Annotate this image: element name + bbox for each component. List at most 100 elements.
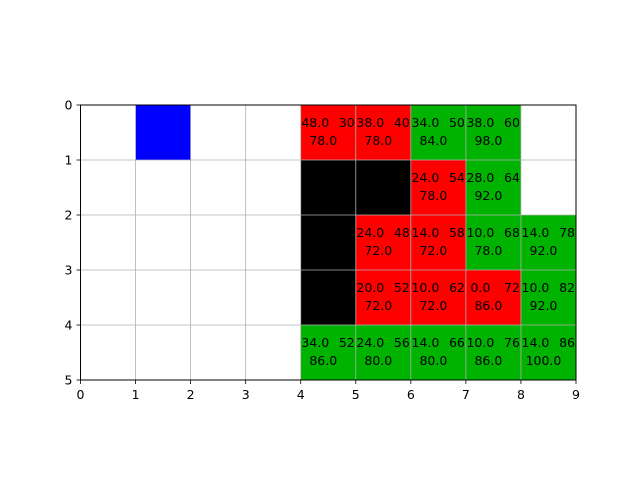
y-tick-label: 4 (65, 318, 73, 333)
cell-value-b: 92.0 (530, 298, 558, 313)
cell-value-a: 28.0 (466, 170, 494, 185)
cell-index: 52 (339, 335, 355, 350)
grid-cell-green (465, 325, 521, 380)
cell-value-a: 10.0 (466, 225, 494, 240)
x-tick-label: 3 (242, 387, 250, 402)
cell-value-b: 98.0 (474, 133, 502, 148)
axes-frame (80, 104, 577, 381)
cell-index: 64 (504, 170, 520, 185)
cell-index: 30 (339, 115, 355, 130)
cell-value-b: 80.0 (419, 353, 447, 368)
cell-index: 52 (394, 280, 410, 295)
cell-value-b: 86.0 (309, 353, 337, 368)
y-tick-label: 2 (65, 208, 73, 223)
x-tick-label: 0 (77, 387, 85, 402)
cell-value-b: 80.0 (364, 353, 392, 368)
cell-index: 48 (394, 225, 410, 240)
cell-value-b: 86.0 (474, 353, 502, 368)
cell-value-b: 72.0 (419, 243, 447, 258)
grid-cell-black (355, 160, 411, 215)
grid-cell-green (520, 215, 576, 270)
grid-cell-green (410, 325, 466, 380)
grid-cell-green (465, 105, 521, 160)
grid-cell-black (300, 160, 356, 215)
cell-index: 56 (394, 335, 410, 350)
cell-value-a: 34.0 (411, 115, 439, 130)
y-tick-label: 3 (65, 263, 73, 278)
cell-value-a: 34.0 (301, 335, 329, 350)
cell-index: 58 (449, 225, 465, 240)
grid-cell-blue (135, 105, 191, 160)
grid-cell-green (410, 105, 466, 160)
cell-value-b: 84.0 (419, 133, 447, 148)
grid-cell-red (355, 215, 411, 270)
x-tick-label: 6 (407, 387, 415, 402)
x-tick-label: 5 (352, 387, 360, 402)
cells-layer (135, 105, 576, 380)
grid-cell-green (520, 325, 576, 380)
cell-value-b: 78.0 (364, 133, 392, 148)
grid-cell-red (300, 105, 356, 160)
cell-value-a: 48.0 (301, 115, 329, 130)
cell-index: 82 (559, 280, 575, 295)
cell-value-a: 38.0 (466, 115, 494, 130)
cell-index: 76 (504, 335, 520, 350)
cell-index: 62 (449, 280, 465, 295)
cell-value-b: 78.0 (309, 133, 337, 148)
grid-cell-black (300, 270, 356, 325)
grid-cell-red (410, 215, 466, 270)
y-tick-label: 1 (65, 153, 73, 168)
cell-value-b: 78.0 (474, 243, 502, 258)
cell-value-a: 24.0 (356, 335, 384, 350)
cell-value-a: 10.0 (411, 280, 439, 295)
x-tick-label: 2 (187, 387, 195, 402)
cell-index: 60 (504, 115, 520, 130)
cell-index: 78 (559, 225, 575, 240)
cell-value-a: 14.0 (411, 225, 439, 240)
grid-cell-green (520, 270, 576, 325)
cell-value-b: 72.0 (419, 298, 447, 313)
grid-cell-red (355, 105, 411, 160)
grid-layer (80, 105, 576, 380)
cell-index: 66 (449, 335, 465, 350)
cell-index: 50 (449, 115, 465, 130)
cell-value-b: 92.0 (474, 188, 502, 203)
y-tick-label: 0 (65, 98, 73, 113)
cell-value-a: 20.0 (356, 280, 384, 295)
grid-cell-red (465, 270, 521, 325)
cell-index: 40 (394, 115, 410, 130)
cell-value-b: 72.0 (364, 298, 392, 313)
y-tick-label: 5 (65, 373, 73, 388)
grid-cell-green (300, 325, 356, 380)
x-tick-label: 8 (517, 387, 525, 402)
cell-value-a: 0.0 (470, 280, 490, 295)
cell-index: 68 (504, 225, 520, 240)
cell-value-a: 14.0 (522, 225, 550, 240)
cell-value-b: 92.0 (530, 243, 558, 258)
cell-value-a: 10.0 (466, 335, 494, 350)
grid-cell-green (465, 160, 521, 215)
cell-index: 86 (559, 335, 575, 350)
x-tick-label: 4 (297, 387, 305, 402)
x-tick-label: 1 (132, 387, 140, 402)
grid-cell-green (465, 215, 521, 270)
grid-cell-red (355, 270, 411, 325)
cell-value-b: 78.0 (419, 188, 447, 203)
cell-value-b: 100.0 (526, 353, 562, 368)
grid-cell-green (355, 325, 411, 380)
cell-value-b: 72.0 (364, 243, 392, 258)
grid-cell-red (410, 160, 466, 215)
cell-value-a: 38.0 (356, 115, 384, 130)
cell-index: 54 (449, 170, 465, 185)
grid-cell-red (410, 270, 466, 325)
cell-value-a: 14.0 (411, 335, 439, 350)
cell-value-a: 24.0 (356, 225, 384, 240)
cell-value-a: 14.0 (522, 335, 550, 350)
cell-value-a: 24.0 (411, 170, 439, 185)
grid-cell-black (300, 215, 356, 270)
cell-index: 72 (504, 280, 520, 295)
x-tick-label: 9 (572, 387, 580, 402)
x-tick-label: 7 (462, 387, 470, 402)
